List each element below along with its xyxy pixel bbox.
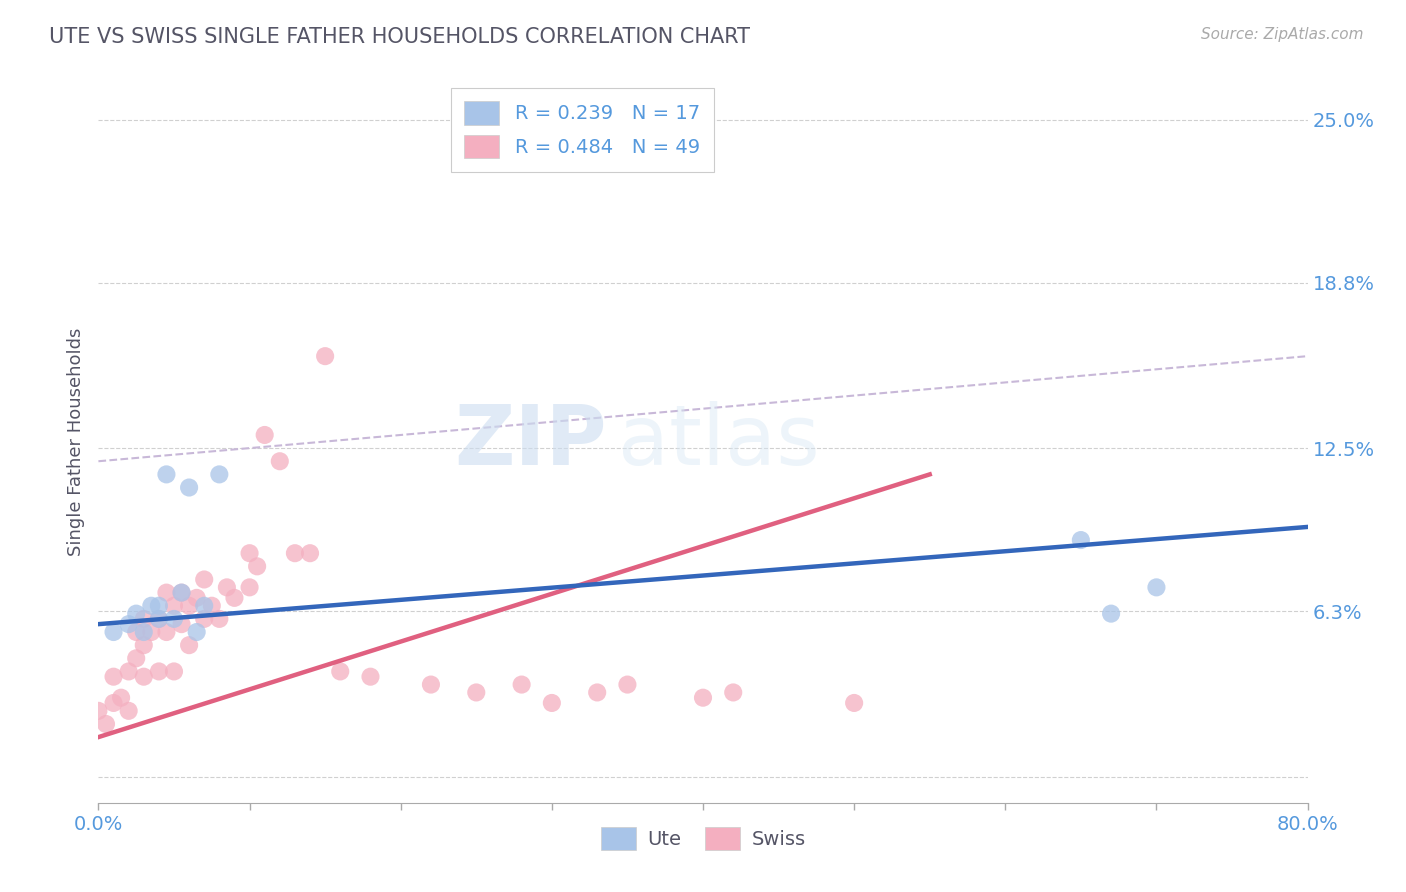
Point xyxy=(215,580,238,594)
Point xyxy=(510,677,533,691)
Point xyxy=(616,677,638,691)
Point xyxy=(239,546,262,560)
Point xyxy=(148,612,170,626)
Text: atlas: atlas xyxy=(619,401,820,482)
Point xyxy=(692,690,714,705)
Point xyxy=(132,638,155,652)
Legend: Ute, Swiss: Ute, Swiss xyxy=(593,819,813,858)
Point xyxy=(163,599,186,613)
Point xyxy=(208,467,231,482)
Point xyxy=(193,612,215,626)
Point xyxy=(465,685,488,699)
Point xyxy=(420,677,443,691)
Point xyxy=(179,638,201,652)
Point xyxy=(132,625,155,640)
Point xyxy=(723,685,745,699)
Point xyxy=(103,625,125,640)
Point xyxy=(163,612,186,626)
Point xyxy=(155,585,177,599)
Point xyxy=(103,670,125,684)
Point xyxy=(179,599,201,613)
Point xyxy=(170,585,193,599)
Point xyxy=(163,665,186,679)
Point xyxy=(329,665,352,679)
Point xyxy=(148,599,170,613)
Point xyxy=(179,481,201,495)
Point xyxy=(253,428,276,442)
Point xyxy=(314,349,336,363)
Text: UTE VS SWISS SINGLE FATHER HOUSEHOLDS CORRELATION CHART: UTE VS SWISS SINGLE FATHER HOUSEHOLDS CO… xyxy=(49,27,751,46)
Point xyxy=(269,454,291,468)
Point xyxy=(586,685,609,699)
Point xyxy=(148,665,170,679)
Point xyxy=(208,612,231,626)
Text: Source: ZipAtlas.com: Source: ZipAtlas.com xyxy=(1201,27,1364,42)
Y-axis label: Single Father Households: Single Father Households xyxy=(66,327,84,556)
Point xyxy=(125,607,148,621)
Point xyxy=(87,704,110,718)
Point xyxy=(170,617,193,632)
Point xyxy=(118,704,141,718)
Point xyxy=(844,696,866,710)
Point xyxy=(224,591,246,605)
Point xyxy=(186,591,208,605)
Point xyxy=(1070,533,1092,547)
Point xyxy=(110,690,132,705)
Point xyxy=(155,625,177,640)
Point xyxy=(360,670,382,684)
Point xyxy=(141,625,163,640)
Point xyxy=(284,546,307,560)
Point xyxy=(118,617,141,632)
Point xyxy=(170,585,193,599)
Point xyxy=(103,696,125,710)
Point xyxy=(132,670,155,684)
Point xyxy=(125,651,148,665)
Point xyxy=(141,599,163,613)
Point xyxy=(193,599,215,613)
Point xyxy=(118,665,141,679)
Point xyxy=(148,612,170,626)
Point xyxy=(1144,580,1167,594)
Point xyxy=(1099,607,1122,621)
Point xyxy=(193,573,215,587)
Point xyxy=(239,580,262,594)
Point xyxy=(155,467,177,482)
Point xyxy=(201,599,224,613)
Point xyxy=(132,612,155,626)
Point xyxy=(125,625,148,640)
Point xyxy=(299,546,322,560)
Text: ZIP: ZIP xyxy=(454,401,606,482)
Point xyxy=(94,717,117,731)
Point xyxy=(540,696,562,710)
Point xyxy=(186,625,208,640)
Point xyxy=(246,559,269,574)
